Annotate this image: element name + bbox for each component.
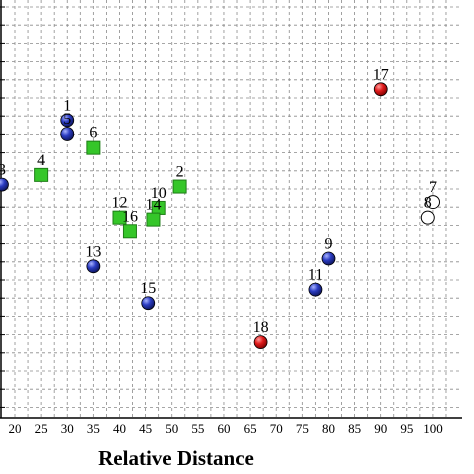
point-label: 1 [63,97,71,114]
x-tick-label: 65 [244,421,257,436]
x-tick-label: 90 [374,421,387,436]
point-marker-ball [60,113,75,128]
data-point-12: 12 [112,195,128,225]
point-marker-square [112,210,127,225]
x-tick-label: 100 [423,421,443,436]
data-point-4: 4 [34,152,49,182]
point-label: 14 [145,197,161,214]
point-marker-open [426,195,440,210]
data-point-17: 17 [373,66,389,97]
x-tick-label: 35 [87,421,100,436]
point-marker-square [34,167,49,182]
data-point-13: 13 [85,243,101,274]
data-point-18: 18 [253,319,269,350]
x-tick-label: 60 [218,421,231,436]
point-label: 18 [253,319,269,336]
data-point-10: 10 [151,185,167,215]
point-label: 12 [112,195,128,212]
x-tick-label: 50 [165,421,178,436]
x-tick-label: 30 [61,421,74,436]
data-point-11: 11 [308,267,323,297]
x-tick-label: 95 [400,421,413,436]
point-marker-ball [141,296,156,311]
point-marker-square [122,224,137,239]
point-marker-ball [321,251,336,266]
point-label: 4 [37,152,45,169]
data-point-2: 2 [172,164,187,194]
data-point-7: 7 [426,179,440,210]
data-point-6: 6 [86,125,101,155]
point-marker-ball [0,177,9,192]
point-label: 15 [140,280,156,297]
point-marker-ball [253,335,268,350]
point-label: 10 [151,185,167,202]
x-tick-label: 75 [296,421,309,436]
data-point-9: 9 [321,236,336,266]
x-tick-label: 80 [322,421,335,436]
point-label: 9 [325,236,333,253]
grid-lines [0,0,460,418]
data-point-3: 3 [0,162,9,192]
point-label: 11 [308,267,323,284]
point-label: 17 [373,66,389,83]
point-label: 6 [89,125,97,142]
x-axis-title: Relative Distance [98,446,254,470]
x-tick-label: 40 [113,421,126,436]
x-tick-label: 45 [139,421,152,436]
point-label: 16 [122,208,138,225]
point-marker-ball [373,82,388,97]
data-point-8: 8 [420,195,435,225]
plot-frame [0,0,462,419]
data-point-14: 14 [145,197,161,227]
point-marker-square [172,179,187,194]
point-marker-open [420,210,435,225]
x-tick-label: 55 [191,421,204,436]
point-label: 7 [429,179,437,196]
point-marker-square [86,140,101,155]
point-label: 8 [424,195,432,212]
data-point-5: 5 [60,111,75,141]
point-label: 5 [63,111,71,128]
point-marker-square [146,212,161,227]
data-point-16: 16 [122,208,138,239]
x-tick-label: 70 [270,421,283,436]
x-axis-tick-labels: 20 25 30 35 40 45 50 55 60 65 70 75 80 85 90 95 100 [9,421,443,436]
data-point-1: 1 [60,97,75,128]
data-point-15: 15 [140,280,156,311]
x-tick-label: 85 [348,421,361,436]
point-label: 3 [0,162,6,179]
point-label: 13 [85,243,101,260]
point-marker-ball [60,127,75,141]
point-marker-ball [308,282,323,297]
x-tick-label: 25 [35,421,48,436]
x-tick-label: 20 [9,421,22,436]
point-marker-ball [86,259,101,274]
point-label: 2 [176,164,184,181]
